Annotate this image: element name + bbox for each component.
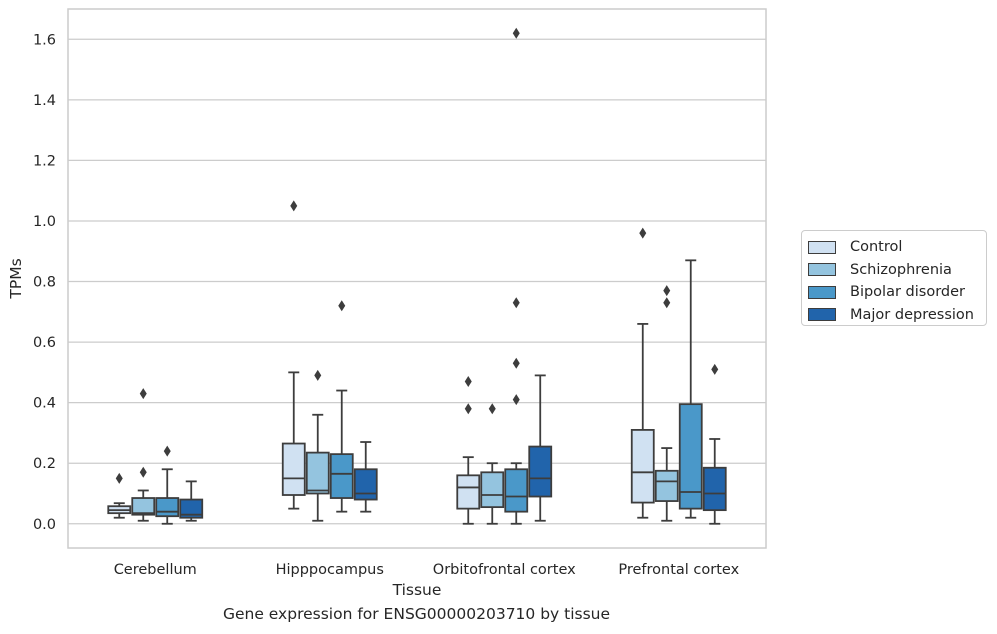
legend-swatch	[808, 308, 836, 322]
legend-item: Control	[802, 236, 986, 259]
box	[480, 471, 505, 509]
outlier-point	[663, 285, 671, 297]
outlier-point	[639, 227, 647, 239]
x-axis-label: Tissue	[392, 581, 442, 599]
box	[702, 466, 727, 512]
legend-label: Major depression	[850, 306, 974, 323]
outlier-point	[711, 363, 719, 375]
x-tick-label: Cerebellum	[114, 562, 197, 578]
x-tick-label: Prefrontal cortex	[618, 562, 739, 578]
outlier-point	[512, 394, 520, 406]
legend-swatch	[808, 240, 836, 254]
gridlines	[68, 38, 766, 525]
box	[179, 498, 204, 519]
legend-label: Bipolar disorder	[850, 284, 965, 301]
y-tick-label: 0.0	[33, 517, 56, 533]
legend-item: Bipolar disorder	[802, 281, 986, 304]
y-tick-label: 1.0	[33, 214, 56, 230]
box	[329, 453, 354, 499]
legend-label: Schizophrenia	[850, 261, 952, 278]
chart-caption: Gene expression for ENSG00000203710 by t…	[222, 605, 611, 623]
x-tick-label: Hipppocampus	[276, 562, 384, 578]
box	[305, 451, 330, 495]
outlier-point	[488, 403, 496, 415]
y-tick-labels: 0.0 0.2 0.4 0.6 0.8 1.0 1.2 1.4 1.6	[33, 32, 56, 532]
outlier-point	[512, 297, 520, 309]
y-axis-label: TPMs	[7, 258, 25, 299]
outlier-point	[512, 357, 520, 369]
legend-item: Major depression	[802, 304, 986, 327]
box	[630, 429, 655, 504]
box-groups	[107, 27, 727, 525]
box	[528, 445, 553, 498]
legend-swatch	[808, 285, 836, 299]
outlier-point	[314, 369, 322, 381]
box	[281, 442, 306, 496]
x-tick-label: Orbitofrontal cortex	[433, 562, 576, 578]
y-tick-label: 1.4	[33, 93, 56, 109]
outlier-point	[163, 445, 171, 457]
x-tick-labels: Cerebellum Hipppocampus Orbitofrontal cort…	[114, 562, 740, 578]
outlier-point	[464, 403, 472, 415]
outlier-point	[115, 472, 123, 484]
outlier-point	[464, 375, 472, 387]
box	[504, 468, 529, 513]
legend: Control Schizophrenia Bipolar disorder Majo…	[801, 230, 987, 326]
y-tick-label: 1.6	[33, 32, 56, 48]
outlier-point	[290, 200, 298, 212]
box	[155, 497, 180, 518]
box	[678, 403, 703, 510]
y-tick-label: 1.2	[33, 153, 56, 169]
box	[131, 497, 156, 516]
box	[456, 474, 481, 510]
box	[353, 468, 378, 501]
outlier-point	[663, 297, 671, 309]
y-tick-label: 0.6	[33, 335, 56, 351]
y-tick-label: 0.8	[33, 275, 56, 291]
box	[654, 469, 679, 502]
legend-item: Schizophrenia	[802, 259, 986, 282]
legend-label: Control	[850, 239, 903, 256]
outlier-point	[139, 466, 147, 478]
outlier-point	[512, 27, 520, 39]
outlier-point	[338, 300, 346, 312]
y-tick-label: 0.4	[33, 396, 56, 412]
legend-swatch	[808, 263, 836, 277]
y-tick-label: 0.2	[33, 456, 56, 472]
plot-frame	[67, 8, 767, 549]
outlier-point	[139, 388, 147, 400]
